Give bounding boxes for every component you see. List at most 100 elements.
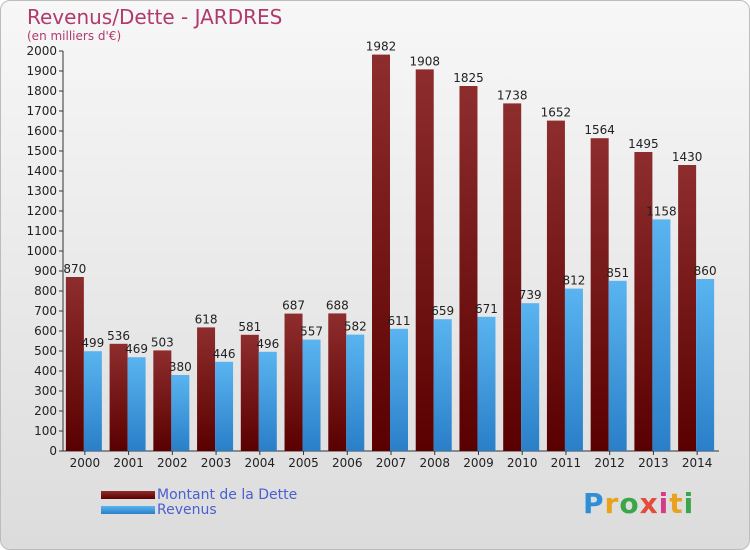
debt-bar-value-label: 688 xyxy=(326,298,349,312)
x-tick-label: 2004 xyxy=(245,456,276,470)
x-tick-label: 2002 xyxy=(157,456,188,470)
x-tick-label: 2000 xyxy=(70,456,101,470)
revenus-bar xyxy=(521,303,540,451)
proxiti-logo: Proxiti xyxy=(583,487,694,520)
y-tick-label: 200 xyxy=(34,404,57,418)
revenus-bar xyxy=(83,351,102,451)
y-tick-label: 800 xyxy=(34,284,57,298)
revenus-bar-value-label: 446 xyxy=(213,347,236,361)
debt-bar-value-label: 1652 xyxy=(541,106,572,120)
logo-letter: t xyxy=(669,487,684,520)
legend-item-debt: Montant de la Dette xyxy=(101,486,298,503)
debt-bar xyxy=(197,327,216,451)
debt-bar xyxy=(372,54,390,451)
revenus-bar xyxy=(302,339,321,451)
debt-bar xyxy=(459,86,478,451)
debt-bar-value-label: 870 xyxy=(63,262,86,276)
y-tick-label: 2000 xyxy=(26,44,57,58)
x-tick-label: 2014 xyxy=(682,456,713,470)
y-tick-label: 400 xyxy=(34,364,57,378)
legend-swatch-revenus xyxy=(101,505,155,514)
y-tick-label: 1500 xyxy=(26,144,57,158)
y-tick-label: 100 xyxy=(34,424,57,438)
revenus-bar-value-label: 671 xyxy=(475,302,498,316)
debt-bar-value-label: 1825 xyxy=(453,71,484,85)
revenus-bar-value-label: 739 xyxy=(519,288,542,302)
revenus-bar-value-label: 851 xyxy=(606,266,629,280)
revenus-bar-value-label: 499 xyxy=(81,336,104,350)
y-tick-label: 1900 xyxy=(26,64,57,78)
debt-bar xyxy=(65,277,84,451)
debt-bar-value-label: 1982 xyxy=(366,40,397,54)
debt-bar xyxy=(240,334,259,451)
revenus-bar xyxy=(477,316,496,451)
debt-bar xyxy=(634,152,653,451)
revenus-bar xyxy=(127,357,146,451)
logo-letter: i xyxy=(658,487,670,520)
legend-swatch-debt xyxy=(101,490,155,499)
x-tick-label: 2003 xyxy=(201,456,232,470)
x-tick-label: 2006 xyxy=(332,456,363,470)
y-tick-label: 1700 xyxy=(26,104,57,118)
y-tick-label: 700 xyxy=(34,304,57,318)
x-tick-label: 2005 xyxy=(288,456,319,470)
chart-subtitle: (en milliers d'€) xyxy=(27,29,122,43)
logo-letter: x xyxy=(639,487,659,520)
legend-label-revenus: Revenus xyxy=(157,501,217,518)
debt-bar-value-label: 503 xyxy=(151,335,174,349)
y-tick-label: 600 xyxy=(34,324,57,338)
logo-letter: r xyxy=(604,487,620,520)
debt-bar-value-label: 1430 xyxy=(672,150,703,164)
debt-bar xyxy=(590,138,609,451)
revenus-bar-value-label: 496 xyxy=(256,337,279,351)
legend-item-revenus: Revenus xyxy=(101,501,297,518)
y-tick-label: 1200 xyxy=(26,204,57,218)
debt-bar-value-label: 1738 xyxy=(497,88,528,102)
legend: Montant de la Dette Revenus xyxy=(101,486,298,518)
y-tick-label: 1100 xyxy=(26,224,57,238)
revenus-bar-value-label: 557 xyxy=(300,325,323,339)
revenus-bar-value-label: 380 xyxy=(169,360,192,374)
revenus-bar xyxy=(215,361,234,451)
revenus-bar-value-label: 812 xyxy=(562,274,585,288)
revenus-bar-value-label: 469 xyxy=(125,342,148,356)
revenus-bar-value-label: 659 xyxy=(431,304,454,318)
y-tick-label: 0 xyxy=(49,444,57,458)
legend-label-debt: Montant de la Dette xyxy=(157,486,298,503)
logo-letter: o xyxy=(619,487,640,520)
debt-bar xyxy=(503,103,522,452)
x-tick-label: 2013 xyxy=(638,456,669,470)
x-tick-label: 2009 xyxy=(463,456,494,470)
revenus-bar-value-label: 611 xyxy=(388,314,411,328)
x-tick-label: 2008 xyxy=(419,456,450,470)
revenus-bar-value-label: 1158 xyxy=(646,204,677,218)
revenus-bar xyxy=(564,288,583,451)
revenus-bar xyxy=(258,351,277,451)
x-tick-label: 2001 xyxy=(113,456,144,470)
x-tick-label: 2007 xyxy=(376,456,407,470)
x-tick-label: 2010 xyxy=(507,456,538,470)
logo-letter: i xyxy=(683,487,695,520)
y-tick-label: 900 xyxy=(34,264,57,278)
revenus-bar xyxy=(171,375,190,451)
x-tick-label: 2011 xyxy=(551,456,582,470)
debt-bar-value-label: 581 xyxy=(238,320,261,334)
revenus-bar-value-label: 582 xyxy=(344,320,367,334)
debt-bar xyxy=(153,350,172,451)
debt-bar xyxy=(415,69,434,452)
chart-title: Revenus/Dette - JARDRES xyxy=(27,5,283,29)
revenus-bar xyxy=(696,279,715,451)
revenus-bar xyxy=(433,319,452,451)
debt-bar xyxy=(546,120,565,451)
y-tick-label: 1300 xyxy=(26,184,57,198)
revenus-bar-value-label: 860 xyxy=(694,264,717,278)
y-tick-label: 1400 xyxy=(26,164,57,178)
revenus-bar xyxy=(652,219,671,451)
debt-bar-value-label: 687 xyxy=(282,299,305,313)
debt-bar xyxy=(678,165,697,451)
y-tick-label: 500 xyxy=(34,344,57,358)
debt-bar xyxy=(284,313,303,451)
debt-bar xyxy=(109,343,128,451)
